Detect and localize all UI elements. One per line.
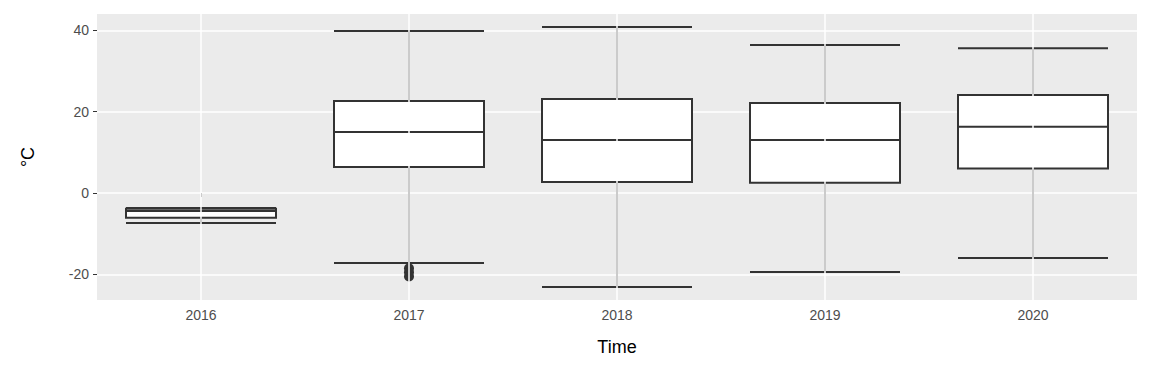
svg-text:Time: Time: [597, 337, 636, 357]
svg-text:20: 20: [73, 104, 89, 120]
svg-text:40: 40: [73, 22, 89, 38]
svg-text:2020: 2020: [1017, 307, 1048, 323]
svg-text:°C: °C: [18, 147, 38, 167]
svg-text:2017: 2017: [393, 307, 424, 323]
svg-text:2019: 2019: [809, 307, 840, 323]
svg-text:2018: 2018: [601, 307, 632, 323]
svg-text:0: 0: [81, 185, 89, 201]
svg-text:-20: -20: [69, 266, 89, 282]
svg-text:2016: 2016: [185, 307, 216, 323]
